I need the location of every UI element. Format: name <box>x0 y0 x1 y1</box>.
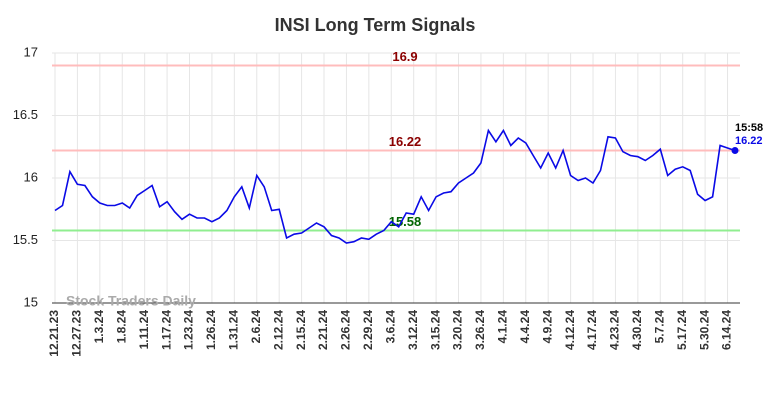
reference-label: 16.9 <box>392 49 417 64</box>
x-tick-label: 1.8.24 <box>114 310 128 344</box>
x-tick-label: 4.17.24 <box>585 310 599 350</box>
x-tick-label: 5.30.24 <box>697 310 711 350</box>
x-tick-label: 3.15.24 <box>428 310 442 350</box>
x-tick-label: 1.3.24 <box>92 310 106 344</box>
x-tick-label: 4.30.24 <box>630 310 644 350</box>
y-tick-label: 16.5 <box>13 107 38 122</box>
y-tick-label: 15 <box>24 294 38 309</box>
x-tick-label: 4.4.24 <box>518 310 532 344</box>
x-tick-label: 5.17.24 <box>675 310 689 350</box>
x-tick-label: 1.26.24 <box>204 310 218 350</box>
x-tick-label: 2.15.24 <box>294 310 308 350</box>
x-tick-label: 3.20.24 <box>451 310 465 350</box>
x-tick-label: 4.23.24 <box>608 310 622 350</box>
x-tick-label: 2.6.24 <box>249 310 263 344</box>
x-tick-label: 1.23.24 <box>182 310 196 350</box>
x-tick-label: 5.7.24 <box>652 310 666 344</box>
last-time: 15:58 <box>735 122 763 134</box>
x-tick-label: 2.29.24 <box>361 310 375 350</box>
y-tick-label: 16 <box>24 169 38 184</box>
chart-title: INSI Long Term Signals <box>275 15 476 35</box>
reference-label: 16.22 <box>389 134 422 149</box>
x-tick-label: 3.12.24 <box>406 310 420 350</box>
last-value: 16.22 <box>735 135 763 147</box>
x-tick-label: 2.12.24 <box>271 310 285 350</box>
y-tick-label: 17 <box>24 44 38 59</box>
x-tick-label: 1.31.24 <box>227 310 241 350</box>
y-tick-label: 15.5 <box>13 232 38 247</box>
x-tick-label: 4.12.24 <box>563 310 577 350</box>
watermark: Stock Traders Daily <box>66 293 196 309</box>
x-tick-label: 2.21.24 <box>316 310 330 350</box>
x-tick-label: 12.21.23 <box>47 310 61 357</box>
x-tick-label: 4.1.24 <box>496 310 510 344</box>
x-tick-label: 2.26.24 <box>339 310 353 350</box>
x-tick-label: 3.26.24 <box>473 310 487 350</box>
x-tick-label: 1.11.24 <box>137 310 151 350</box>
last-point <box>731 147 739 154</box>
x-tick-label: 3.6.24 <box>383 310 397 344</box>
x-tick-label: 12.27.23 <box>70 310 84 357</box>
price-line <box>54 128 736 244</box>
x-tick-label: 1.17.24 <box>159 310 173 350</box>
x-tick-label: 6.14.24 <box>720 310 734 350</box>
x-tick-label: 4.9.24 <box>540 310 554 344</box>
